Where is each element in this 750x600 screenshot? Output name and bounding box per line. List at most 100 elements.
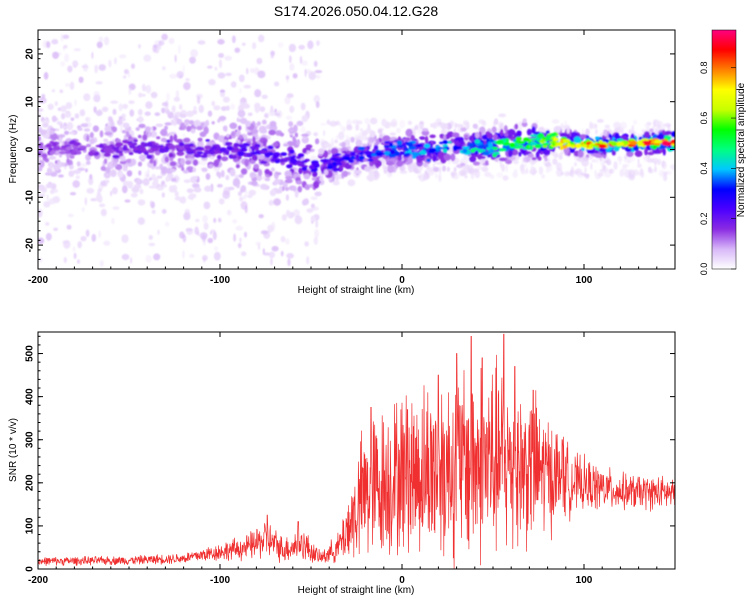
spectrogram-cell [49,162,53,170]
spectrogram-cell [314,70,323,74]
spectrogram-cell [157,229,160,235]
x-tick-label: 0 [399,575,405,586]
spectrogram-cell [214,66,218,71]
spectrogram-cell [89,132,94,139]
spectrogram-ridge-cell [237,152,245,157]
spectrogram-cell [302,199,307,206]
spectrogram-ridge-cell [388,153,397,158]
spectrogram-cell [242,103,251,109]
spectrogram-cell [256,57,263,65]
spectrogram-cell [38,193,46,198]
spectrogram-cell [65,83,70,87]
spectrogram-cell [655,128,658,133]
spectrogram-cell [128,100,135,105]
spectrogram-ridge-cell [280,152,288,157]
colorbar-ticks: 0.0 0.2 0.4 0.6 0.8 [699,61,736,275]
spectrogram-ridge-cell [509,143,516,148]
spectrogram-cell [284,96,291,105]
spectrogram-cell [558,152,563,160]
spectrogram-cell [537,148,542,154]
spectrogram-cell [194,226,199,235]
spectrogram-cell [323,130,326,137]
spectrogram-cell [422,128,429,132]
spectrogram-cell [233,178,240,185]
spectrogram-cell [522,118,527,124]
spectrogram-cell [110,169,117,178]
spectrogram-cell [644,148,648,156]
spectrogram-cell [531,126,536,134]
spectrogram-xlabel: Height of straight line (km) [298,285,415,296]
spectrogram-cell [253,163,260,170]
spectrogram-ridge-cell [216,154,222,160]
spectrogram-cell [521,149,526,155]
spectrogram-cell [553,126,561,134]
spectrogram-cell [240,187,244,193]
spectrogram-cell [481,134,488,140]
spectrogram-cell [243,195,247,200]
spectrogram-cell [119,154,126,162]
spectrogram-cell [651,157,659,164]
spectrogram-cell [574,162,577,167]
snr-ticks: -200 -100 0 100 0 100 200 300 400 500 [25,332,676,586]
spectrogram-ridge-cell [76,149,81,155]
spectrogram-cell [419,121,424,130]
spectrogram-ridge-cell [231,150,238,153]
spectrogram-cell [45,183,53,189]
spectrogram-cell [169,161,177,167]
spectrogram-cell [335,135,340,140]
spectrogram-cell [67,213,74,218]
spectrogram-cell [190,128,196,134]
spectrogram-cell [517,126,523,131]
spectrogram-cell [53,163,60,171]
spectrogram-cell [240,117,248,124]
spectrogram-cell [553,152,559,158]
spectrogram-cell [104,158,108,165]
spectrogram-cell [122,75,127,79]
spectrogram-cell [229,122,238,130]
spectrogram-cell [122,122,130,129]
spectrogram-cell [59,89,64,94]
spectrogram-cell [237,110,246,118]
spectrogram-cell [174,196,182,201]
spectrogram-cell [189,56,196,64]
spectrogram-cell [166,92,171,101]
spectrogram-cell [457,126,463,133]
spectrogram-cell [375,138,380,146]
spectrogram-cell [268,199,274,206]
spectrogram-cell [315,219,319,229]
spectrogram-cell [79,109,86,117]
spectrogram-cell [122,185,128,194]
spectrogram-ridge-cell [598,139,603,144]
colorbar: 0.0 0.2 0.4 0.6 0.8 Normalized spectral ampl… [699,29,747,275]
spectrogram-ridge-cell [239,144,246,149]
spectrogram-cell [138,92,143,98]
spectrogram-ylabel: Frequency (Hz) [8,115,19,184]
spectrogram-cell [377,129,383,134]
spectrogram-cell [156,136,161,140]
spectrogram-cell [39,257,43,263]
spectrogram-cell [186,110,194,118]
spectrogram-cell [484,171,492,178]
spectrogram-cell [258,214,264,219]
spectrogram-ridge-cell [478,144,485,149]
spectrogram-cell [595,128,598,135]
spectrogram-ridge-cell [515,136,522,141]
spectrogram-ridge-cell [359,155,365,161]
spectrogram-cell [179,126,183,131]
spectrogram-cell [354,169,362,175]
spectrogram-cell [566,126,570,134]
spectrogram-cell [287,258,291,267]
spectrogram-cell [540,127,544,133]
spectrogram-cell [397,136,402,142]
spectrogram-cell [148,235,153,240]
spectrogram-cell [577,150,584,158]
spectrogram-cell [284,187,290,191]
spectrogram-cell [414,125,419,131]
spectrogram-ridge-cell [122,139,129,144]
spectrogram-ridge-cell [616,141,625,146]
spectrogram-cell [419,136,426,141]
spectrogram-cell [38,112,42,118]
spectrogram-cell [115,164,123,171]
spectrogram-ridge-cell [204,145,212,150]
spectrogram-cell [293,209,300,218]
